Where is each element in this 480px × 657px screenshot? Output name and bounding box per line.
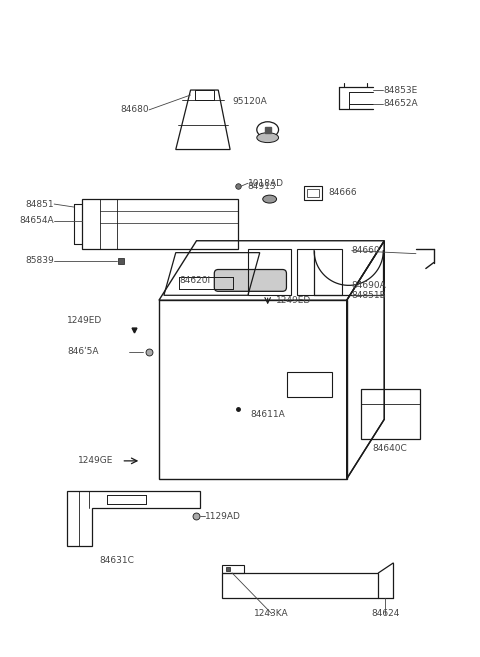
Text: 84851B: 84851B <box>352 291 386 300</box>
Ellipse shape <box>263 195 276 203</box>
Text: 84913: 84913 <box>247 182 276 191</box>
Text: 1249ED: 1249ED <box>276 296 311 305</box>
Text: 1243KA: 1243KA <box>254 609 289 618</box>
Text: 84680: 84680 <box>120 105 149 114</box>
Text: 85839: 85839 <box>25 256 54 265</box>
Text: 1129AD: 1129AD <box>205 512 241 521</box>
FancyBboxPatch shape <box>214 269 287 291</box>
Text: 84652A: 84652A <box>384 99 418 108</box>
Text: 846ʹ5A: 846ʹ5A <box>67 348 98 356</box>
Text: 84690A: 84690A <box>352 281 386 290</box>
Ellipse shape <box>257 133 278 143</box>
Text: 95120A: 95120A <box>232 97 267 106</box>
Bar <box>307 189 319 197</box>
Text: 84851: 84851 <box>25 200 54 208</box>
Text: 84611A: 84611A <box>250 410 285 419</box>
Text: 1018AD: 1018AD <box>248 179 284 188</box>
Text: 84654A: 84654A <box>20 216 54 225</box>
Text: 84631C: 84631C <box>99 556 134 564</box>
Text: 84640C: 84640C <box>373 445 408 453</box>
Text: 84660: 84660 <box>352 246 380 255</box>
Text: 84620I: 84620I <box>179 276 210 285</box>
Text: 84624: 84624 <box>371 609 399 618</box>
Bar <box>304 186 322 200</box>
Text: 84853E: 84853E <box>384 85 418 95</box>
Text: 84666: 84666 <box>328 188 357 196</box>
Text: 1249ED: 1249ED <box>67 315 102 325</box>
Text: 1249GE: 1249GE <box>78 457 113 465</box>
